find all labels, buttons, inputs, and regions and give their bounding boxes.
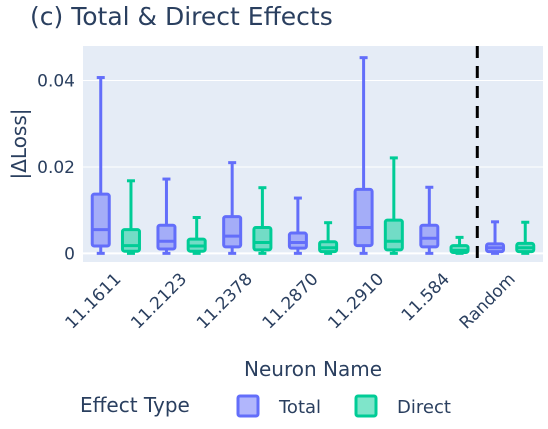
box-direct[interactable] [449, 235, 470, 255]
y-tick-labels: 0 0.02 0.04 [37, 72, 75, 265]
legend[interactable]: Effect Type Total Direct [80, 393, 451, 418]
legend-label: Total [278, 397, 321, 418]
legend-item-direct[interactable]: Direct [354, 394, 451, 418]
legend-title: Effect Type [80, 393, 190, 417]
box-total[interactable] [90, 76, 111, 255]
box-iqr [90, 192, 111, 248]
chart-title: (c) Total & Direct Effects [30, 2, 333, 31]
box-iqr [252, 225, 273, 252]
box-total[interactable] [353, 56, 374, 255]
box-series [90, 56, 536, 255]
box-total[interactable] [485, 220, 506, 255]
y-tick-label: 0 [64, 244, 75, 264]
x-tick-label: 11.2378 [193, 269, 257, 333]
box-total[interactable] [419, 185, 440, 255]
x-tick-label: 11.2123 [127, 269, 191, 333]
box-iqr [287, 231, 308, 250]
x-axis-title: Neuron Name [244, 357, 382, 381]
box-iqr [419, 223, 440, 249]
x-tick-label: 11.1611 [62, 269, 126, 333]
box-total[interactable] [156, 177, 177, 255]
box-direct[interactable] [383, 156, 404, 255]
y-tick-label: 0.02 [37, 158, 75, 178]
y-axis-title: |ΔLoss| [7, 108, 31, 179]
box-total[interactable] [287, 196, 308, 255]
box-iqr [156, 223, 177, 251]
legend-swatch [354, 394, 378, 418]
plot-area [83, 46, 543, 262]
box-iqr [222, 215, 243, 249]
box-direct[interactable] [120, 179, 141, 255]
x-tick-label: 11.2910 [324, 269, 388, 333]
box-iqr [120, 228, 141, 253]
x-tick-label: 11.584 [398, 269, 454, 325]
box-direct[interactable] [515, 220, 536, 255]
y-tick-label: 0.04 [37, 72, 75, 92]
box-direct[interactable] [318, 221, 339, 255]
box-direct[interactable] [186, 216, 207, 255]
legend-item-total[interactable]: Total [236, 394, 321, 418]
box-iqr [353, 187, 374, 248]
box-total[interactable] [222, 161, 243, 255]
box-direct[interactable] [252, 186, 273, 255]
legend-label: Direct [397, 397, 451, 418]
x-tick-label: Random [456, 269, 520, 333]
legend-swatch [236, 394, 260, 418]
box-iqr [383, 218, 404, 252]
x-tick-labels: 11.1611 11.2123 11.2378 11.2870 11.2910 11.58… [62, 269, 520, 333]
x-tick-label: 11.2870 [259, 269, 323, 333]
